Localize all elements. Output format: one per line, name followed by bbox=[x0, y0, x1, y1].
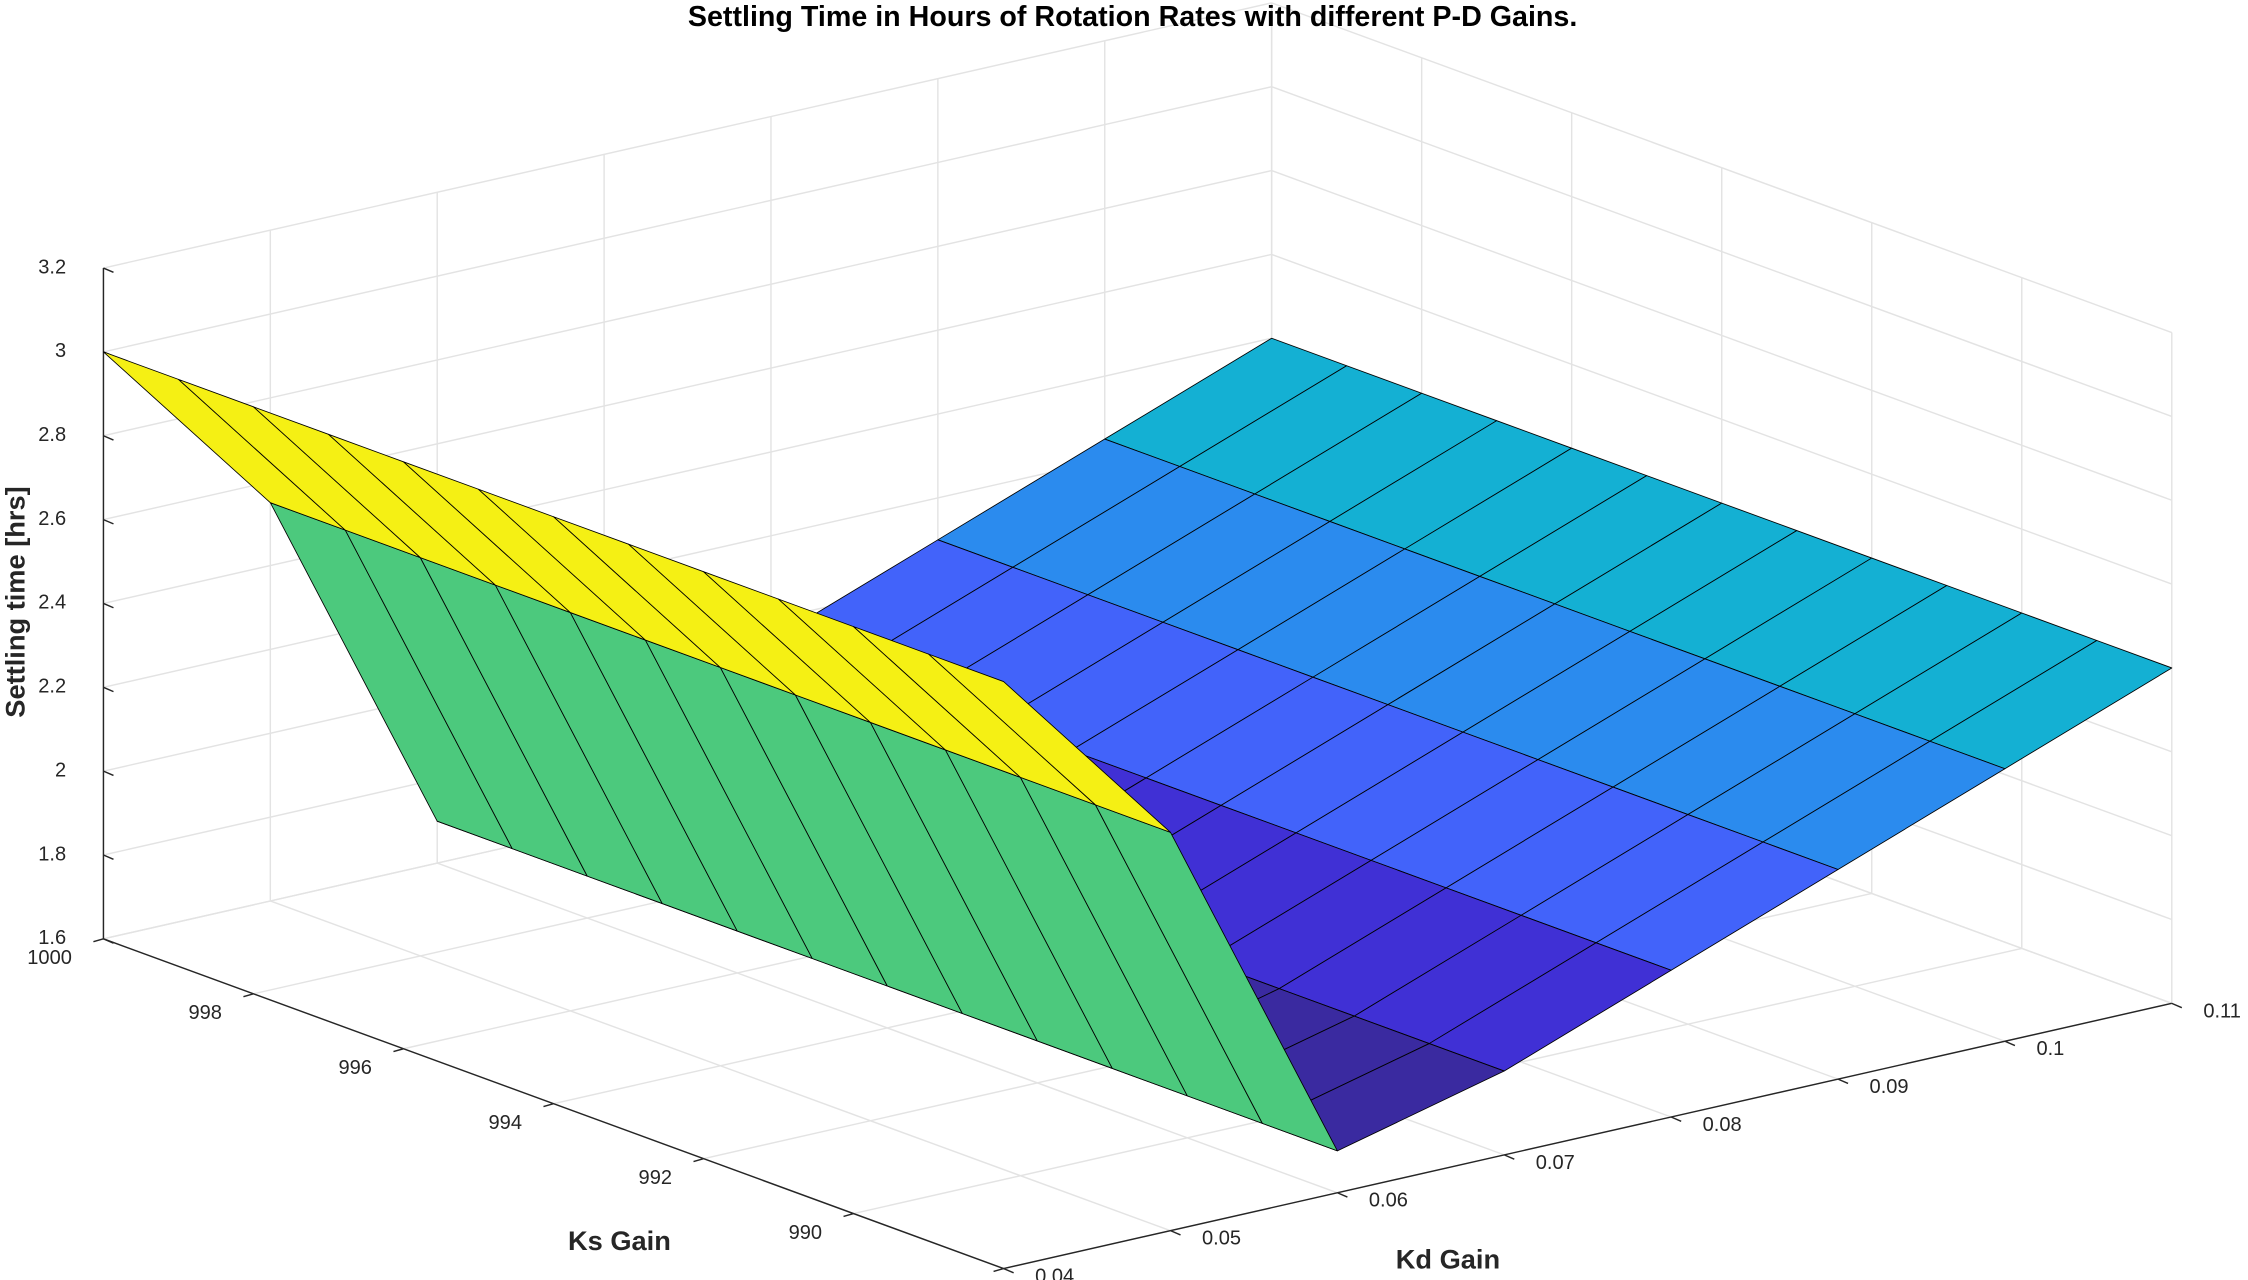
x-tick-label: 1000 bbox=[27, 947, 72, 969]
surface-layer bbox=[103, 337, 2173, 1152]
z-tick-label: 1.6 bbox=[38, 927, 66, 949]
y-tick-label: 0.1 bbox=[2036, 1038, 2064, 1060]
surface-face bbox=[928, 653, 1171, 833]
z-tick-label: 3 bbox=[55, 340, 66, 362]
chart-title: Settling Time in Hours of Rotation Rates… bbox=[688, 1, 1577, 33]
grid-line bbox=[436, 862, 1338, 1194]
x-tick bbox=[543, 1103, 554, 1108]
grid-line bbox=[103, 2, 1272, 269]
x-tick-label: 988 bbox=[939, 1277, 972, 1280]
z-tick bbox=[103, 938, 114, 944]
x-tick-label: 990 bbox=[789, 1222, 822, 1244]
z-tick bbox=[103, 602, 114, 609]
x-tick-label: 994 bbox=[489, 1112, 522, 1134]
grid-line bbox=[270, 900, 1171, 1232]
z-tick-label: 2.4 bbox=[38, 592, 66, 614]
z-tick-label: 1.8 bbox=[38, 843, 66, 865]
z-tick-label: 3.2 bbox=[38, 256, 66, 278]
y-tick bbox=[1337, 1192, 1348, 1198]
x-tick bbox=[243, 993, 254, 998]
x-tick bbox=[693, 1157, 704, 1163]
y-tick bbox=[1503, 1154, 1515, 1160]
z-tick bbox=[103, 267, 114, 273]
x-axis-label: Ks Gain bbox=[568, 1225, 671, 1256]
axes-layer bbox=[93, 267, 2183, 1274]
z-axis-label: Settling time [hrs] bbox=[0, 486, 31, 717]
grid-line bbox=[103, 169, 1272, 437]
grid-line bbox=[1271, 169, 2173, 501]
z-tick bbox=[103, 435, 114, 441]
x-tick-label: 998 bbox=[188, 1002, 221, 1024]
y-tick-label: 0.09 bbox=[1870, 1076, 1909, 1098]
z-tick bbox=[103, 854, 114, 860]
z-tick bbox=[103, 686, 114, 693]
x-tick bbox=[843, 1212, 854, 1218]
y-tick-label: 0.07 bbox=[1536, 1152, 1575, 1174]
x-tick bbox=[993, 1267, 1004, 1273]
grid-line bbox=[1271, 2, 2173, 334]
grid-line bbox=[1271, 253, 2173, 585]
y-tick bbox=[1003, 1267, 1014, 1274]
y-tick bbox=[1837, 1078, 1849, 1085]
z-tick bbox=[103, 518, 114, 525]
x-tick bbox=[393, 1048, 404, 1053]
y-tick-label: 0.08 bbox=[1703, 1114, 1742, 1136]
y-tick bbox=[2171, 1002, 2183, 1009]
y-tick bbox=[1170, 1229, 1181, 1236]
y-tick bbox=[2004, 1040, 2016, 1047]
z-tick-label: 2.8 bbox=[38, 424, 66, 446]
y-tick bbox=[1670, 1116, 1682, 1122]
x-tick-label: 992 bbox=[639, 1167, 672, 1189]
y-axis-label: Kd Gain bbox=[1396, 1244, 1500, 1275]
z-tick bbox=[103, 770, 114, 777]
y-tick-label: 0.05 bbox=[1202, 1228, 1241, 1250]
z-tick-label: 2 bbox=[55, 759, 66, 781]
y-axis-line bbox=[1003, 1002, 2172, 1270]
y-tick-label: 0.04 bbox=[1035, 1265, 1074, 1280]
z-tick-label: 2.2 bbox=[38, 676, 66, 698]
grid-line bbox=[1271, 86, 2173, 418]
z-tick-label: 2.6 bbox=[38, 508, 66, 530]
grid-line bbox=[103, 86, 1272, 353]
x-tick-label: 996 bbox=[339, 1057, 372, 1079]
y-tick-label: 0.11 bbox=[2203, 1000, 2241, 1022]
y-tick-label: 0.06 bbox=[1369, 1190, 1408, 1212]
x-tick bbox=[93, 938, 104, 943]
grid-line bbox=[103, 337, 1272, 605]
